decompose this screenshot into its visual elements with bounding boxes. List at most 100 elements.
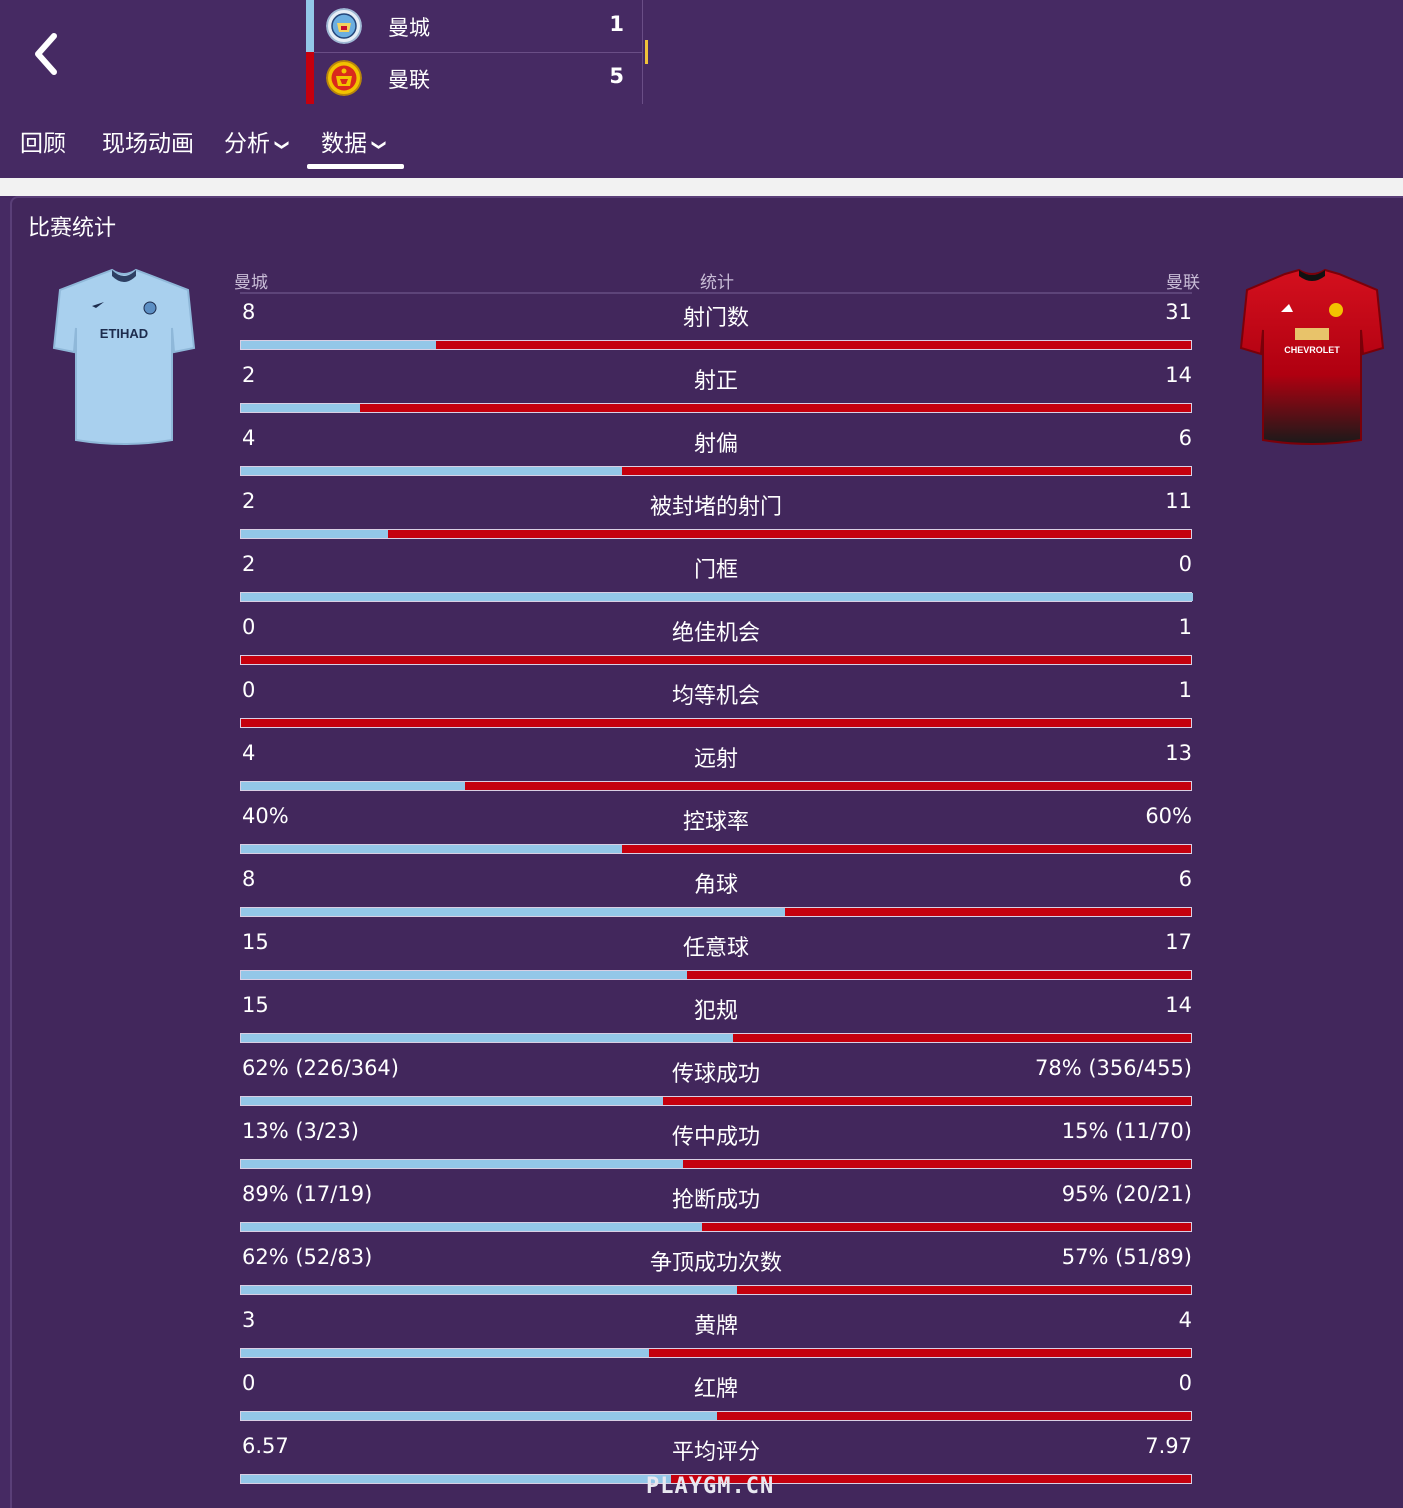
active-tab-indicator bbox=[307, 164, 404, 169]
stat-comparison-bar bbox=[240, 655, 1192, 665]
stat-comparison-bar bbox=[240, 781, 1192, 791]
stat-name: 犯规 bbox=[693, 999, 738, 1024]
header-divider bbox=[240, 292, 1192, 294]
away-stat-value: 31 bbox=[1165, 300, 1192, 324]
stat-name: 远射 bbox=[693, 747, 738, 772]
stat-row: 0 红牌 0 bbox=[240, 1367, 1192, 1430]
home-share-fill bbox=[241, 1412, 717, 1420]
stat-row: 2 射正 14 bbox=[240, 359, 1192, 422]
away-stat-value: 0 bbox=[1178, 552, 1192, 576]
home-share-fill bbox=[241, 1034, 733, 1042]
stat-name: 争顶成功次数 bbox=[649, 1251, 782, 1276]
away-color-bar bbox=[306, 52, 314, 104]
home-share-fill bbox=[241, 467, 622, 475]
away-team-score: 5 bbox=[609, 64, 624, 88]
away-stat-value: 6 bbox=[1178, 867, 1192, 891]
away-stat-value: 95% (20/21) bbox=[1061, 1182, 1192, 1206]
stat-name: 角球 bbox=[693, 873, 738, 898]
stat-row: 4 射偏 6 bbox=[240, 422, 1192, 485]
chevron-left-icon bbox=[35, 33, 57, 75]
stat-comparison-bar bbox=[240, 529, 1192, 539]
tab-analysis[interactable]: 分析 ❯ bbox=[224, 131, 290, 157]
home-stat-value: 62% (52/83) bbox=[242, 1245, 373, 1269]
stat-name: 门框 bbox=[693, 558, 738, 583]
home-stat-value: 15 bbox=[242, 930, 269, 954]
away-stat-value: 0 bbox=[1178, 1371, 1192, 1395]
back-button[interactable] bbox=[24, 28, 68, 80]
away-stat-value: 4 bbox=[1178, 1308, 1192, 1332]
away-stat-value: 14 bbox=[1165, 993, 1192, 1017]
stat-row: 62% (226/364) 传球成功 78% (356/455) bbox=[240, 1052, 1192, 1115]
chevron-down-icon: ❯ bbox=[370, 138, 387, 151]
home-share-fill bbox=[241, 1160, 683, 1168]
away-stat-value: 17 bbox=[1165, 930, 1192, 954]
home-stat-value: 0 bbox=[242, 615, 256, 639]
stat-name: 射偏 bbox=[693, 432, 738, 457]
panel-title: 比赛统计 bbox=[28, 216, 117, 241]
home-share-fill bbox=[241, 908, 785, 916]
stat-row: 4 远射 13 bbox=[240, 737, 1192, 800]
home-share-fill bbox=[241, 404, 360, 412]
away-column-header: 曼联 bbox=[1166, 273, 1200, 293]
away-kit-shirt-icon: CHEVROLET bbox=[1239, 268, 1385, 445]
stat-comparison-bar bbox=[240, 1285, 1192, 1295]
away-stat-value: 6 bbox=[1178, 426, 1192, 450]
stat-row: 13% (3/23) 传中成功 15% (11/70) bbox=[240, 1115, 1192, 1178]
stat-row: 62% (52/83) 争顶成功次数 57% (51/89) bbox=[240, 1241, 1192, 1304]
stat-comparison-bar bbox=[240, 1411, 1192, 1421]
away-stat-value: 7.97 bbox=[1145, 1434, 1192, 1458]
match-header: 曼城 1 曼联 5 回顾 现场动画 分析 ❯ 数据 ❯ bbox=[0, 0, 1403, 178]
home-share-fill bbox=[241, 1223, 702, 1231]
stat-comparison-bar bbox=[240, 1033, 1192, 1043]
stat-row: 15 犯规 14 bbox=[240, 989, 1192, 1052]
away-stat-value: 60% bbox=[1145, 804, 1192, 828]
away-stat-value: 57% (51/89) bbox=[1061, 1245, 1192, 1269]
match-stats-panel: 比赛统计 ETIHAD CHEVROLET 曼城 统计 曼联 8 射门数 31 2 射正… bbox=[10, 196, 1403, 1508]
home-stat-value: 6.57 bbox=[242, 1434, 289, 1458]
home-stat-value: 3 bbox=[242, 1308, 256, 1332]
tab-live-animation[interactable]: 现场动画 bbox=[102, 131, 194, 157]
away-stat-value: 78% (356/455) bbox=[1035, 1056, 1192, 1080]
stat-comparison-bar bbox=[240, 340, 1192, 350]
away-team-name: 曼联 bbox=[388, 68, 430, 92]
stat-name: 传中成功 bbox=[671, 1125, 760, 1150]
stat-row: 6.57 平均评分 7.97 bbox=[240, 1430, 1192, 1493]
home-share-fill bbox=[241, 845, 622, 853]
scoreboard[interactable]: 曼城 1 曼联 5 bbox=[306, 0, 643, 104]
tab-data[interactable]: 数据 ❯ bbox=[321, 131, 387, 157]
stat-comparison-bar bbox=[240, 403, 1192, 413]
away-stat-value: 1 bbox=[1178, 615, 1192, 639]
section-divider bbox=[0, 178, 1403, 196]
tab-review[interactable]: 回顾 bbox=[20, 131, 66, 157]
home-share-fill bbox=[241, 1097, 663, 1105]
stat-name: 传球成功 bbox=[671, 1062, 760, 1087]
home-stat-value: 15 bbox=[242, 993, 269, 1017]
stat-name: 任意球 bbox=[682, 936, 749, 961]
stat-name: 抢断成功 bbox=[671, 1188, 760, 1213]
home-share-fill bbox=[241, 782, 465, 790]
home-color-bar bbox=[306, 0, 314, 52]
home-stat-value: 13% (3/23) bbox=[242, 1119, 359, 1143]
stat-comparison-bar bbox=[240, 844, 1192, 854]
stat-name: 控球率 bbox=[682, 810, 749, 835]
stat-row: 8 射门数 31 bbox=[240, 296, 1192, 359]
svg-text:CHEVROLET: CHEVROLET bbox=[1284, 345, 1340, 355]
stat-row: 3 黄牌 4 bbox=[240, 1304, 1192, 1367]
stat-name: 被封堵的射门 bbox=[649, 495, 782, 520]
home-kit-shirt-icon: ETIHAD bbox=[52, 268, 196, 445]
away-stat-value: 15% (11/70) bbox=[1061, 1119, 1192, 1143]
stat-name: 绝佳机会 bbox=[671, 621, 760, 646]
away-stat-value: 13 bbox=[1165, 741, 1192, 765]
home-stat-value: 2 bbox=[242, 489, 256, 513]
stat-name: 射门数 bbox=[682, 306, 749, 331]
stat-comparison-bar bbox=[240, 718, 1192, 728]
away-stat-value: 1 bbox=[1178, 678, 1192, 702]
stat-row: 15 任意球 17 bbox=[240, 926, 1192, 989]
stat-name: 均等机会 bbox=[671, 684, 760, 709]
home-share-fill bbox=[241, 1349, 649, 1357]
stat-comparison-bar bbox=[240, 1222, 1192, 1232]
home-stat-value: 40% bbox=[242, 804, 289, 828]
away-stat-value: 11 bbox=[1165, 489, 1192, 513]
stat-comparison-bar bbox=[240, 907, 1192, 917]
stat-name: 射正 bbox=[693, 369, 738, 394]
